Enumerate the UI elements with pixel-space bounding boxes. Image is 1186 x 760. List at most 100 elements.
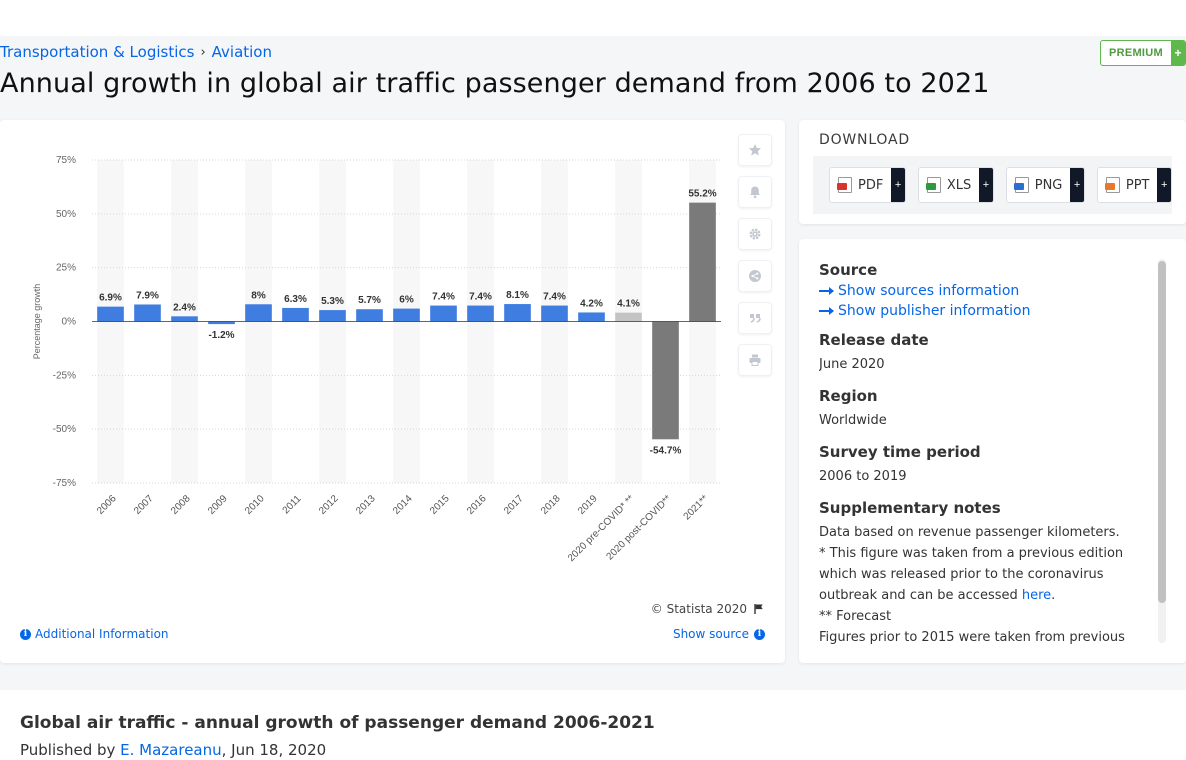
copyright-text: © Statista 2020 bbox=[650, 602, 747, 616]
published-line: Published by E. Mazareanu, Jun 18, 2020 bbox=[20, 741, 326, 759]
data-label: 2.4% bbox=[173, 302, 196, 313]
xls-file-icon bbox=[925, 177, 941, 193]
breadcrumb-subcategory-link[interactable]: Aviation bbox=[211, 43, 272, 61]
show-sources-label: Show sources information bbox=[838, 283, 1020, 299]
bar bbox=[467, 305, 494, 322]
plus-icon: + bbox=[891, 168, 905, 202]
data-label: 5.7% bbox=[358, 295, 381, 306]
data-label: 6.3% bbox=[284, 294, 307, 305]
favorite-button[interactable] bbox=[738, 134, 772, 166]
x-tick-label: 2010 bbox=[243, 493, 267, 517]
download-card: DOWNLOAD PDF + XLS + PNG + PPT + bbox=[799, 120, 1186, 224]
x-tick-label: 2016 bbox=[465, 493, 489, 517]
show-source-link[interactable]: Show source i bbox=[673, 627, 765, 641]
share-button[interactable] bbox=[738, 260, 772, 292]
additional-information-label: Additional Information bbox=[35, 627, 169, 641]
premium-plus-icon: + bbox=[1171, 41, 1185, 65]
share-icon bbox=[749, 270, 761, 282]
data-label: 5.3% bbox=[321, 296, 344, 307]
quote-icon bbox=[750, 314, 761, 323]
x-tick-label: 2015 bbox=[428, 493, 452, 517]
y-axis-label: Percentage growth bbox=[32, 284, 42, 360]
ppt-file-icon bbox=[1104, 177, 1120, 193]
author-link[interactable]: E. Mazareanu bbox=[120, 741, 222, 759]
bar bbox=[282, 307, 309, 322]
published-prefix: Published by bbox=[20, 741, 121, 759]
y-tick-label: 50% bbox=[56, 209, 76, 220]
region-heading: Region bbox=[819, 387, 878, 405]
premium-button[interactable]: PREMIUM + bbox=[1099, 40, 1186, 66]
show-sources-link[interactable]: Show sources information bbox=[819, 283, 1139, 299]
bar bbox=[171, 316, 198, 322]
data-label: -54.7% bbox=[650, 445, 682, 456]
copyright: © Statista 2020 bbox=[651, 602, 765, 616]
print-icon bbox=[749, 354, 761, 366]
x-tick-label: 2009 bbox=[206, 493, 230, 517]
note-2-here-link[interactable]: here bbox=[1021, 588, 1052, 603]
star-icon bbox=[749, 144, 761, 156]
additional-information-link[interactable]: i Additional Information bbox=[20, 627, 169, 641]
bell-icon bbox=[750, 186, 760, 199]
premium-label: PREMIUM bbox=[1108, 47, 1163, 59]
download-png-label: PNG bbox=[1034, 177, 1063, 193]
bar bbox=[319, 310, 346, 322]
bar bbox=[430, 305, 457, 322]
download-ppt-label: PPT bbox=[1125, 177, 1150, 193]
data-label: 7.4% bbox=[432, 292, 455, 303]
download-xls-button[interactable]: XLS + bbox=[917, 167, 994, 203]
x-tick-label: 2019 bbox=[576, 493, 600, 517]
bar bbox=[393, 308, 420, 322]
x-tick-label: 2018 bbox=[539, 493, 563, 517]
download-png-button[interactable]: PNG + bbox=[1005, 167, 1085, 203]
bar bbox=[134, 304, 161, 322]
notes-heading: Supplementary notes bbox=[819, 499, 1001, 517]
x-tick-label: 2021** bbox=[682, 493, 711, 522]
x-tick-label: 2020 post-COVID** bbox=[605, 493, 674, 562]
note-4: Figures prior to 2015 were taken from pr… bbox=[819, 630, 1125, 645]
data-label: 8% bbox=[251, 290, 266, 301]
download-pdf-button[interactable]: PDF + bbox=[829, 167, 906, 203]
info-scrollbar-thumb[interactable] bbox=[1158, 261, 1166, 603]
notification-button[interactable] bbox=[738, 176, 772, 208]
data-label: -1.2% bbox=[208, 330, 234, 341]
bar bbox=[356, 309, 383, 322]
data-label: 6.9% bbox=[99, 293, 122, 304]
bar-chart: 75% 50% 25% 0% -25% -50% -75% Percentage growth… bbox=[32, 155, 721, 564]
cite-button[interactable] bbox=[738, 302, 772, 334]
x-tick-label: 2007 bbox=[132, 493, 156, 517]
x-tick-label: 2008 bbox=[169, 493, 193, 517]
data-label: 7.4% bbox=[469, 292, 492, 303]
breadcrumb-separator: › bbox=[200, 44, 206, 60]
flag-icon[interactable] bbox=[753, 603, 765, 615]
breadcrumb: Transportation & Logistics › Aviation bbox=[0, 43, 272, 61]
x-tick-label: 2011 bbox=[281, 493, 304, 516]
bar bbox=[689, 202, 716, 322]
plus-icon: + bbox=[1157, 168, 1171, 202]
settings-button[interactable] bbox=[738, 218, 772, 250]
x-tick-label: 2012 bbox=[317, 493, 341, 517]
info-scrollbar[interactable] bbox=[1158, 259, 1166, 643]
bar bbox=[541, 305, 568, 322]
print-button[interactable] bbox=[738, 344, 772, 376]
info-icon: i bbox=[754, 628, 765, 640]
info-scroll-area[interactable]: Source Show sources information Show pub… bbox=[819, 261, 1139, 647]
show-source-label: Show source bbox=[672, 627, 749, 641]
plus-icon: + bbox=[979, 168, 993, 202]
arrow-right-icon bbox=[819, 287, 834, 295]
breadcrumb-category-link[interactable]: Transportation & Logistics bbox=[0, 43, 195, 61]
source-heading: Source bbox=[819, 261, 878, 279]
plus-icon: + bbox=[1070, 168, 1084, 202]
survey-value: 2006 to 2019 bbox=[819, 469, 907, 484]
x-tick-label: 2013 bbox=[354, 493, 378, 517]
data-label: 55.2% bbox=[688, 189, 716, 200]
bar bbox=[504, 304, 531, 322]
release-heading: Release date bbox=[819, 331, 929, 349]
statistic-title: Global air traffic - annual growth of pa… bbox=[20, 713, 655, 733]
data-label: 8.1% bbox=[506, 290, 529, 301]
note-3: ** Forecast bbox=[819, 609, 892, 624]
download-buttons: PDF + XLS + PNG + PPT + bbox=[813, 156, 1172, 214]
arrow-right-icon bbox=[819, 307, 834, 315]
show-publisher-link[interactable]: Show publisher information bbox=[819, 303, 1139, 319]
region-value: Worldwide bbox=[819, 413, 887, 428]
download-ppt-button[interactable]: PPT + bbox=[1096, 167, 1172, 203]
